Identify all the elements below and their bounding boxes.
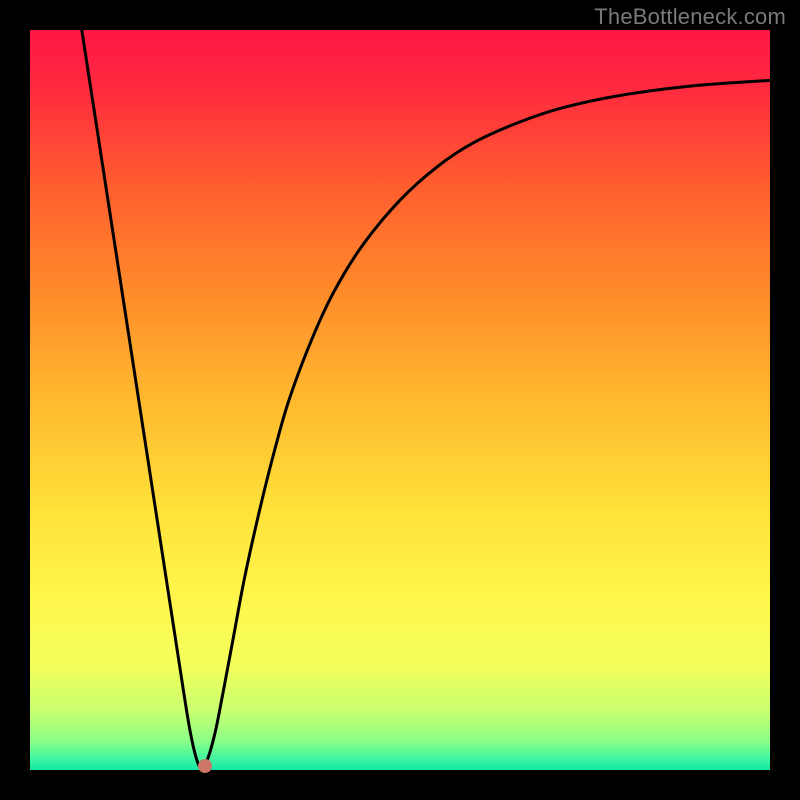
watermark-text: TheBottleneck.com [594,4,786,30]
bottleneck-curve-line [82,30,770,768]
bottleneck-marker-dot [198,759,212,773]
bottleneck-curve-svg [30,30,770,770]
plot-area [30,30,770,770]
